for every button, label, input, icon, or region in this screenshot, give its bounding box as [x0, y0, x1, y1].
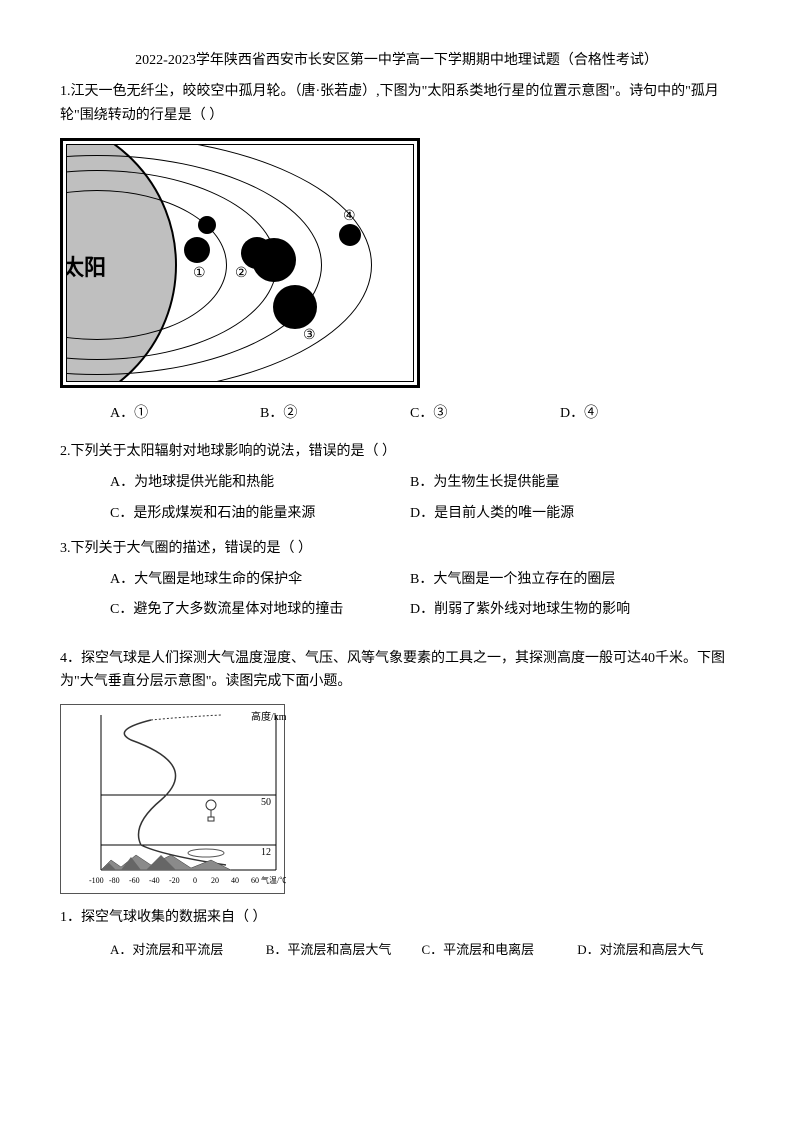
planet-1	[184, 237, 210, 263]
q3-opt-a[interactable]: A．大气圈是地球生命的保护伞	[110, 569, 410, 591]
planet-4-label: ④	[343, 206, 356, 228]
q2-text: 2.下列关于太阳辐射对地球影响的说法，错误的是（ ）	[60, 440, 733, 464]
svg-text:-80: -80	[109, 876, 120, 885]
q3-opt-b[interactable]: B．大气圈是一个独立存在的圈层	[410, 569, 710, 591]
q1-opt-b[interactable]: B．②	[260, 403, 410, 425]
q1-figure: 太阳 ① ② ③ ④	[60, 138, 420, 388]
q2-opt-a[interactable]: A．为地球提供光能和热能	[110, 472, 410, 494]
q3-opt-c[interactable]: C．避免了大多数流星体对地球的撞击	[110, 599, 410, 621]
q1-opt-a[interactable]: A．①	[110, 403, 260, 425]
q1-text: 1.江天一色无纤尘，皎皎空中孤月轮。（唐·张若虚）,下图为"太阳系类地行星的位置…	[60, 80, 733, 128]
sun-label: 太阳	[66, 250, 106, 285]
q2-opt-d[interactable]: D．是目前人类的唯一能源	[410, 503, 710, 525]
svg-text:60: 60	[251, 876, 259, 885]
page-title: 2022-2023学年陕西省西安市长安区第一中学高一下学期期中地理试题（合格性考…	[60, 50, 733, 72]
q3-text: 3.下列关于大气圈的描述，错误的是（ ）	[60, 537, 733, 561]
planet-2-label: ②	[235, 263, 248, 285]
q4s1-opt-d[interactable]: D．对流层和高层大气	[577, 940, 733, 961]
q3-opt-d[interactable]: D．削弱了紫外线对地球生物的影响	[410, 599, 710, 621]
q1-opt-d[interactable]: D．④	[560, 403, 710, 425]
q2-options: A．为地球提供光能和热能 B．为生物生长提供能量 C．是形成煤炭和石油的能量来源…	[110, 472, 733, 525]
svg-text:-60: -60	[129, 876, 140, 885]
y-axis-label: 高度/km	[251, 710, 286, 723]
svg-text:气温/℃: 气温/℃	[261, 875, 286, 885]
atmosphere-diagram-svg: 高度/km 50 12 -100 -80 -60 -40 -20 0 20 40…	[61, 705, 286, 895]
q1-opt-c[interactable]: C．③	[410, 403, 560, 425]
planet-3-label: ③	[303, 325, 316, 347]
planet-3	[273, 285, 317, 329]
q1-options: A．① B．② C．③ D．④	[110, 403, 733, 425]
q4-sub1-options: A．对流层和平流层 B．平流层和高层大气 C．平流层和电离层 D．对流层和高层大…	[110, 940, 733, 961]
q2-opt-b[interactable]: B．为生物生长提供能量	[410, 472, 710, 494]
planet-small-top	[198, 216, 216, 234]
q2-opt-c[interactable]: C．是形成煤炭和石油的能量来源	[110, 503, 410, 525]
svg-text:50: 50	[261, 797, 271, 808]
q4-sub1-text: 1．探空气球收集的数据来自（ ）	[60, 906, 733, 930]
svg-text:-100: -100	[89, 876, 104, 885]
q1-figure-inner: 太阳 ① ② ③ ④	[66, 144, 414, 382]
svg-text:12: 12	[261, 847, 271, 858]
svg-text:20: 20	[211, 876, 219, 885]
svg-text:-20: -20	[169, 876, 180, 885]
q3-options: A．大气圈是地球生命的保护伞 B．大气圈是一个独立存在的圈层 C．避免了大多数流…	[110, 569, 733, 622]
q4-figure: 高度/km 50 12 -100 -80 -60 -40 -20 0 20 40…	[60, 704, 285, 894]
svg-text:-40: -40	[149, 876, 160, 885]
planet-1-label: ①	[193, 263, 206, 285]
q4s1-opt-c[interactable]: C．平流层和电离层	[422, 940, 578, 961]
q4s1-opt-b[interactable]: B．平流层和高层大气	[266, 940, 422, 961]
svg-text:40: 40	[231, 876, 239, 885]
svg-text:0: 0	[193, 876, 197, 885]
q4-intro: 4．探空气球是人们探测大气温度湿度、气压、风等气象要素的工具之一，其探测高度一般…	[60, 647, 733, 695]
q4s1-opt-a[interactable]: A．对流层和平流层	[110, 940, 266, 961]
